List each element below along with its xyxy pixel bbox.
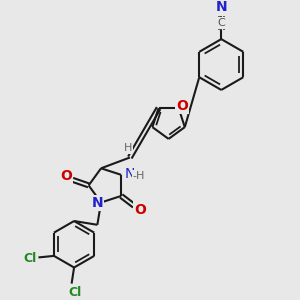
Text: Cl: Cl xyxy=(23,252,36,265)
Text: Cl: Cl xyxy=(68,286,81,299)
Text: O: O xyxy=(60,169,72,183)
Text: O: O xyxy=(134,202,146,217)
Text: C: C xyxy=(218,18,225,28)
Text: H: H xyxy=(124,143,133,153)
Text: N: N xyxy=(215,0,227,14)
Text: N: N xyxy=(92,196,103,210)
Text: -H: -H xyxy=(133,171,145,182)
Text: N: N xyxy=(124,167,135,181)
Text: O: O xyxy=(176,99,188,113)
